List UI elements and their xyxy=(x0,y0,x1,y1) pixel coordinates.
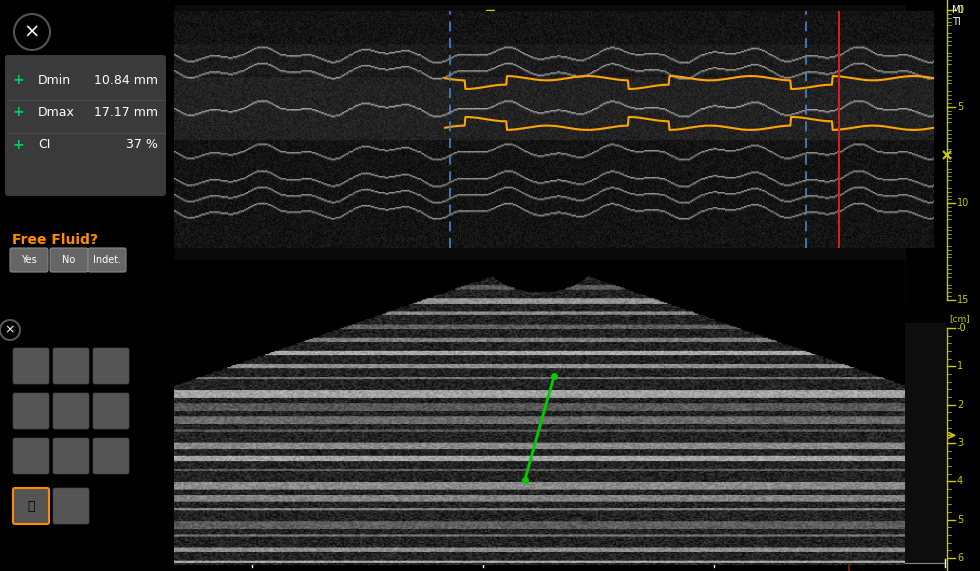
Text: [cm]: [cm] xyxy=(949,314,970,323)
FancyBboxPatch shape xyxy=(53,488,89,524)
FancyBboxPatch shape xyxy=(13,348,49,384)
Text: 10.84 mm: 10.84 mm xyxy=(94,74,158,86)
Text: Indet.: Indet. xyxy=(93,255,122,265)
Text: 10: 10 xyxy=(957,198,969,208)
Text: Dmax: Dmax xyxy=(38,106,74,119)
FancyBboxPatch shape xyxy=(13,488,49,524)
FancyBboxPatch shape xyxy=(5,55,166,196)
Text: 37 %: 37 % xyxy=(126,139,158,151)
Text: 3: 3 xyxy=(957,438,963,448)
FancyBboxPatch shape xyxy=(93,348,129,384)
FancyBboxPatch shape xyxy=(10,248,48,272)
Text: +: + xyxy=(12,105,24,119)
Text: ×: × xyxy=(5,324,16,336)
Bar xyxy=(175,5,905,305)
FancyBboxPatch shape xyxy=(13,488,49,524)
Text: 2: 2 xyxy=(957,400,963,409)
Text: Yes: Yes xyxy=(22,255,37,265)
Text: Free Fluid?: Free Fluid? xyxy=(12,233,98,247)
FancyBboxPatch shape xyxy=(93,393,129,429)
FancyBboxPatch shape xyxy=(53,348,89,384)
Text: 4: 4 xyxy=(957,476,963,486)
Text: 17.17 mm: 17.17 mm xyxy=(94,106,158,119)
Text: MI
TI: MI TI xyxy=(952,5,963,27)
FancyBboxPatch shape xyxy=(53,393,89,429)
Text: 0: 0 xyxy=(957,5,963,15)
Text: 📷: 📷 xyxy=(27,500,34,513)
Text: -0: -0 xyxy=(957,323,966,333)
Text: 1: 1 xyxy=(957,361,963,371)
Text: CI: CI xyxy=(38,139,50,151)
Text: 6: 6 xyxy=(957,553,963,563)
FancyBboxPatch shape xyxy=(13,393,49,429)
Text: +: + xyxy=(12,73,24,87)
FancyBboxPatch shape xyxy=(53,438,89,474)
Text: 5: 5 xyxy=(957,102,963,112)
FancyBboxPatch shape xyxy=(13,438,49,474)
Text: 15: 15 xyxy=(957,295,969,305)
Text: *** None: *** None xyxy=(672,12,728,25)
Text: Dmin: Dmin xyxy=(38,74,72,86)
Text: ×: × xyxy=(24,22,40,42)
Text: +: + xyxy=(12,138,24,152)
Text: GE
Venue: GE Venue xyxy=(477,18,503,37)
FancyBboxPatch shape xyxy=(88,248,126,272)
FancyBboxPatch shape xyxy=(93,438,129,474)
FancyBboxPatch shape xyxy=(50,248,88,272)
Bar xyxy=(175,323,945,563)
Text: 5: 5 xyxy=(957,514,963,525)
Text: No: No xyxy=(63,255,75,265)
